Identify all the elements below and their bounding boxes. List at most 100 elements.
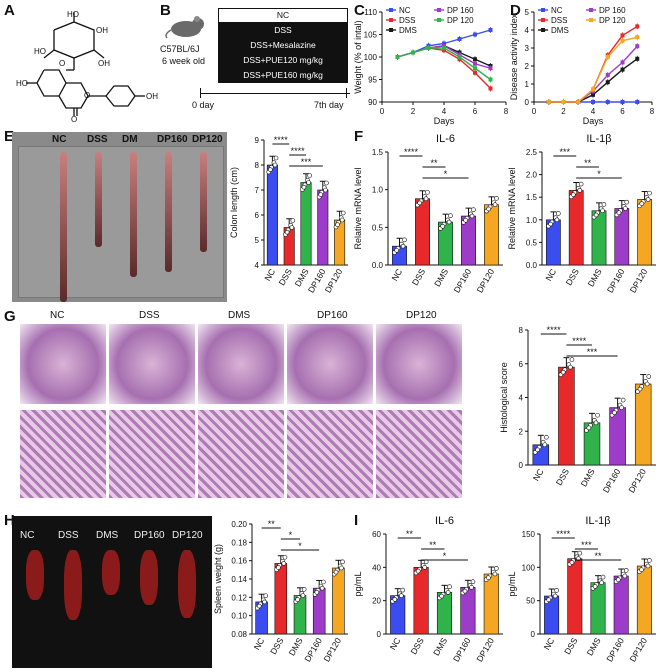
sig-label: ** (429, 540, 437, 550)
x-tick-label: DP120 (626, 467, 648, 495)
x-tick-label: DP120 (475, 267, 497, 295)
data-dot (335, 222, 340, 227)
chart-histological-score: 0 2 4 6 8 Histological score NC DSS DMS DP160 DP12… (499, 325, 656, 495)
sig-label: * (444, 169, 448, 179)
legend-marker (389, 28, 393, 32)
data-dot (637, 386, 643, 392)
x-tick-label: 0 (532, 107, 537, 116)
legend-marker (389, 18, 393, 22)
x-tick-label: DSS (410, 267, 428, 287)
colon-sample (165, 152, 172, 272)
data-point (411, 50, 415, 55)
x-tick-label: DSS (408, 636, 426, 656)
data-point (473, 70, 477, 75)
data-dot (646, 374, 652, 379)
sig-label: *** (587, 347, 598, 357)
spleen-label: NC (20, 530, 35, 541)
y-tick-label: 50 (526, 597, 535, 606)
x-tick-label: DP160 (302, 636, 324, 664)
start-day-label: 0 day (192, 100, 215, 110)
y-axis-label: Histological score (499, 362, 509, 433)
y-axis-label: Disease activity index (509, 13, 519, 100)
y-tick-label: 20 (372, 597, 381, 606)
spleen-label: DSS (58, 530, 79, 541)
data-dot (263, 593, 269, 599)
x-tick-label: 8 (504, 107, 509, 116)
x-tick-label: DP160 (451, 636, 473, 664)
panel-label-e: E (4, 128, 15, 145)
y-tick-label: 0.10 (231, 612, 247, 621)
sig-label: ** (430, 158, 438, 168)
data-dot (446, 219, 452, 225)
data-dot (569, 560, 575, 565)
svg-text:HO: HO (16, 79, 28, 88)
data-dot (440, 223, 445, 229)
data-point (635, 44, 640, 49)
chart-title: IL-1β (586, 133, 611, 145)
data-dot (301, 184, 307, 190)
data-point (591, 87, 595, 92)
group-box: DSS (218, 23, 348, 38)
bar (332, 567, 345, 635)
x-tick-label: DP120 (321, 636, 343, 664)
y-tick-label: 60 (372, 530, 381, 539)
chart-il6-mrna: IL-6 0.0 0.5 1.0 1.5 Relative mRNA level NC DSS… (353, 133, 503, 295)
data-dot (554, 217, 560, 223)
panel-label-a: A (4, 2, 15, 19)
bar (317, 189, 329, 266)
panel-label-f: F (354, 128, 364, 145)
data-dot (571, 192, 576, 197)
svg-text:O: O (84, 91, 90, 100)
bar (390, 595, 406, 635)
y-tick-label: 1.5 (526, 193, 538, 202)
data-dot (552, 593, 558, 599)
data-point (488, 77, 493, 82)
data-point (442, 46, 446, 50)
data-dot (616, 577, 621, 583)
data-dot (423, 196, 429, 202)
svg-text:O: O (71, 115, 77, 123)
x-tick-label: 8 (650, 107, 655, 116)
y-tick-label: 1.0 (526, 216, 538, 225)
chart-spleen-weight: 0.08 0.10 0.12 0.14 0.16 0.18 0.20 Spleen weigh… (213, 519, 348, 664)
x-tick-label: DMS (432, 267, 450, 289)
colon-photo-label: NC (52, 134, 67, 145)
y-tick-label: 0.0 (526, 261, 538, 270)
data-dot (268, 167, 273, 172)
data-dot (256, 603, 262, 609)
panel-label-b: B (160, 2, 171, 19)
data-dot (600, 208, 605, 214)
data-dot (577, 188, 583, 193)
sig-label: **** (556, 529, 571, 539)
histology-tile-high (20, 410, 106, 498)
legend-label: DP 160 (599, 6, 626, 15)
histology-tile-low (20, 324, 106, 404)
y-tick-label: 1.5 (372, 148, 384, 157)
svg-text:HO: HO (34, 47, 46, 56)
colon-photo-label: DP160 (157, 134, 188, 145)
y-tick-label: 2 (525, 62, 530, 71)
bar (637, 199, 652, 266)
x-tick-label: NC (531, 467, 546, 483)
histology-grid: NC DSS DMS DP160 DP120 (20, 310, 465, 510)
spleen-label: DP160 (134, 530, 165, 541)
y-tick-label: 110 (364, 8, 377, 17)
x-tick-label: DP160 (605, 267, 627, 295)
legend-label: NC (399, 6, 411, 15)
data-dot (619, 405, 624, 410)
data-dot (289, 225, 295, 230)
x-tick-label: NC (252, 636, 267, 652)
data-dot (492, 202, 498, 208)
x-tick-label: NC (543, 267, 558, 283)
spleen-label: DP120 (172, 530, 203, 541)
data-point (605, 73, 610, 77)
chart-title: IL-6 (435, 515, 454, 527)
data-dot (595, 412, 600, 418)
data-point (457, 37, 462, 41)
data-dot (577, 550, 583, 556)
data-dot (321, 579, 326, 585)
x-tick-label: 6 (473, 107, 478, 116)
data-dot (394, 248, 399, 253)
bar (483, 573, 499, 635)
